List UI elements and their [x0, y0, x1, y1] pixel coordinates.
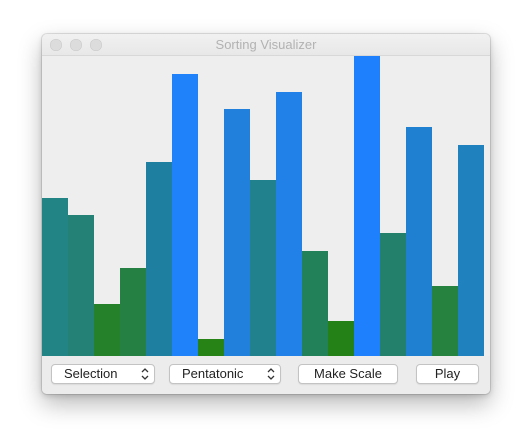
bar-4	[120, 268, 146, 356]
bar-10	[276, 92, 302, 356]
minimize-window-button[interactable]	[70, 39, 82, 51]
play-label: Play	[434, 366, 461, 381]
bar-13	[354, 56, 380, 356]
bar-15	[406, 127, 432, 356]
window-title: Sorting Visualizer	[215, 37, 317, 52]
make-scale-button[interactable]: Make Scale	[298, 364, 398, 384]
control-bar: Selection Pentatonic Make Scale Play	[42, 356, 490, 394]
scale-select-value: Pentatonic	[182, 366, 244, 381]
bar-1	[42, 198, 68, 356]
bar-8	[224, 109, 250, 356]
bar-16	[432, 286, 458, 356]
algorithm-select[interactable]: Selection	[51, 364, 155, 384]
app-window: Sorting Visualizer Selection Pentatonic …	[42, 34, 490, 394]
bar-17	[458, 145, 484, 356]
make-scale-label: Make Scale	[314, 366, 382, 381]
bar-5	[146, 162, 172, 356]
bar-11	[302, 251, 328, 356]
scale-select[interactable]: Pentatonic	[169, 364, 281, 384]
updown-chevron-icon	[267, 368, 275, 380]
play-button[interactable]: Play	[416, 364, 479, 384]
visualizer-canvas	[42, 56, 490, 356]
close-window-button[interactable]	[50, 39, 62, 51]
bar-7	[198, 339, 224, 356]
zoom-window-button[interactable]	[90, 39, 102, 51]
bar-2	[68, 215, 94, 356]
bar-3	[94, 304, 120, 356]
bar-6	[172, 74, 198, 356]
bar-chart	[42, 56, 484, 356]
updown-chevron-icon	[141, 368, 149, 380]
bar-9	[250, 180, 276, 356]
bar-12	[328, 321, 354, 356]
title-bar[interactable]: Sorting Visualizer	[42, 34, 490, 56]
bar-14	[380, 233, 406, 356]
algorithm-select-value: Selection	[64, 366, 118, 381]
